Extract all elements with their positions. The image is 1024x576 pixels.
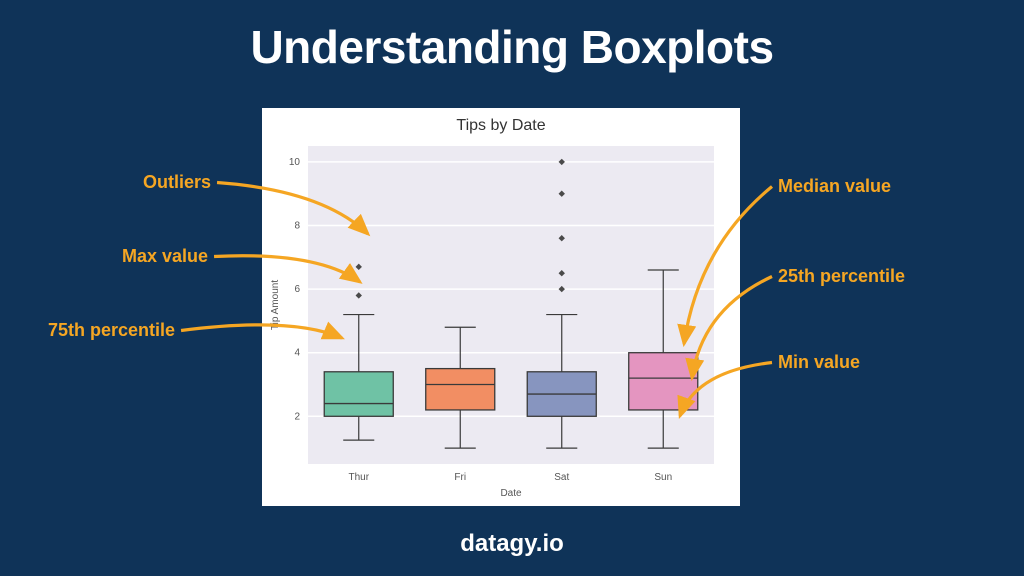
svg-text:Date: Date bbox=[500, 488, 522, 499]
annotation-min-value: Min value bbox=[778, 352, 860, 373]
svg-text:8: 8 bbox=[294, 221, 300, 232]
svg-text:Sun: Sun bbox=[654, 472, 672, 483]
svg-text:Fri: Fri bbox=[454, 472, 466, 483]
svg-text:Sat: Sat bbox=[554, 472, 569, 483]
annotation-p25: 25th percentile bbox=[778, 266, 905, 287]
annotation-outliers: Outliers bbox=[143, 172, 211, 193]
annotation-median-value: Median value bbox=[778, 176, 891, 197]
annotation-p75: 75th percentile bbox=[48, 320, 175, 341]
svg-text:Thur: Thur bbox=[348, 472, 369, 483]
chart-card: Tips by Date 2 4 6 8 10 Tip Amount Thur Fri Sat Su… bbox=[262, 108, 740, 506]
svg-text:6: 6 bbox=[294, 284, 300, 295]
page-title: Understanding Boxplots bbox=[0, 20, 1024, 74]
svg-text:4: 4 bbox=[294, 348, 300, 359]
footer-brand: datagy.io bbox=[0, 530, 1024, 558]
svg-text:2: 2 bbox=[294, 411, 300, 422]
svg-text:Tip Amount: Tip Amount bbox=[270, 280, 281, 330]
svg-text:Tips by Date: Tips by Date bbox=[456, 117, 545, 134]
annotation-max-value: Max value bbox=[122, 246, 208, 267]
boxplot-chart: Tips by Date 2 4 6 8 10 Tip Amount Thur Fri Sat Su… bbox=[262, 108, 740, 506]
svg-text:10: 10 bbox=[289, 157, 301, 168]
